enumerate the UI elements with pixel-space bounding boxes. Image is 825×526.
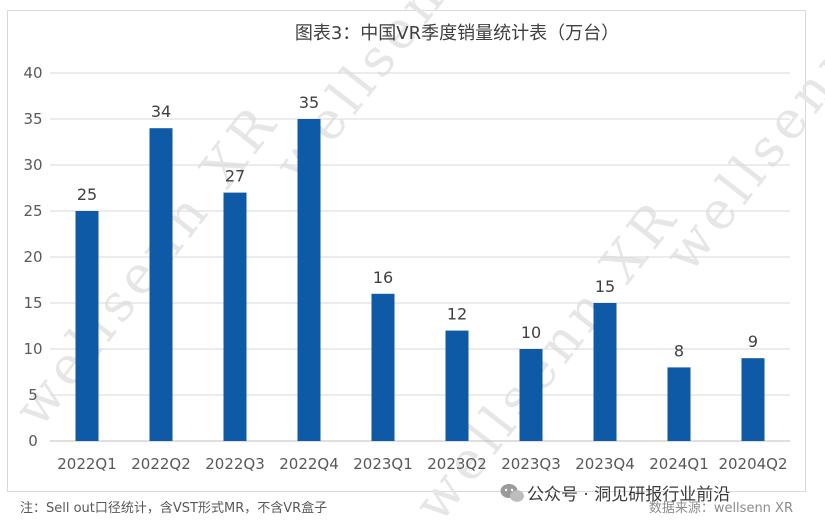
data-label: 35 — [299, 93, 319, 112]
x-tick-label: 2022Q3 — [205, 455, 265, 473]
watermark-layer: wellsenn XR wellsenn XR wellsenn XR well… — [3, 0, 825, 526]
bar-2023Q3 — [519, 349, 543, 441]
bar-2023Q4 — [593, 303, 617, 441]
data-label: 25 — [77, 185, 97, 204]
data-label: 34 — [151, 102, 171, 121]
watermark-text: wellsenn XR — [653, 0, 825, 283]
bars-layer — [75, 119, 765, 441]
footnote: 注：Sell out口径统计，含VST形式MR，不含VR盒子 — [20, 500, 327, 516]
x-tick-label: 2024Q1 — [649, 455, 709, 473]
y-tick-label: 10 — [23, 340, 42, 358]
y-tick-label: 0 — [28, 432, 38, 450]
data-label: 10 — [521, 323, 541, 342]
bar-2022Q4 — [297, 119, 321, 441]
x-tick-label: 2023Q2 — [427, 455, 487, 473]
y-tick-label: 20 — [23, 248, 42, 266]
brand-text: 公众号 · 洞见研报行业前沿 — [527, 485, 730, 505]
data-label: 15 — [595, 277, 615, 296]
x-axis-ticks: 2022Q1 2022Q2 2022Q3 2022Q4 2023Q1 2023Q2 2023… — [57, 455, 787, 473]
y-tick-label: 5 — [28, 386, 38, 404]
bar-2022Q1 — [75, 211, 99, 441]
data-label: 9 — [748, 332, 758, 351]
x-tick-label: 2023Q4 — [575, 455, 635, 473]
y-tick-label: 35 — [23, 110, 42, 128]
brand-badge: 公众号 · 洞见研报行业前沿 — [500, 484, 730, 505]
grid-layer — [50, 72, 790, 442]
x-tick-label: 2022Q1 — [57, 455, 117, 473]
x-tick-label: 2022Q2 — [131, 455, 191, 473]
data-label: 27 — [225, 167, 245, 186]
data-labels-layer: 25 34 27 35 16 12 10 15 8 9 — [77, 93, 758, 360]
x-tick-label: 20204Q2 — [718, 455, 787, 473]
y-tick-label: 25 — [23, 202, 42, 220]
bar-2024Q1 — [667, 367, 691, 441]
x-tick-label: 2022Q4 — [279, 455, 339, 473]
y-axis-ticks: 0 5 10 15 20 25 30 35 40 — [23, 64, 42, 450]
y-tick-label: 15 — [23, 294, 42, 312]
data-label: 8 — [674, 341, 684, 360]
wechat-icon — [500, 484, 524, 502]
watermark-text: wellsenn XR — [3, 92, 291, 438]
y-tick-label: 30 — [23, 156, 42, 174]
x-tick-label: 2023Q3 — [501, 455, 561, 473]
bar-2023Q1 — [371, 293, 395, 441]
x-tick-label: 2023Q1 — [353, 455, 413, 473]
bar-2023Q2 — [445, 330, 469, 441]
bar-20204Q2 — [741, 358, 765, 441]
data-label: 12 — [447, 305, 467, 324]
data-source: 数据来源：wellsenn XR — [649, 501, 793, 516]
chart-title: 图表3：中国VR季度销量统计表（万台） — [295, 23, 619, 44]
bar-2022Q3 — [223, 192, 247, 441]
bar-2022Q2 — [149, 128, 173, 441]
data-label: 16 — [373, 268, 393, 287]
y-tick-label: 40 — [23, 64, 42, 82]
